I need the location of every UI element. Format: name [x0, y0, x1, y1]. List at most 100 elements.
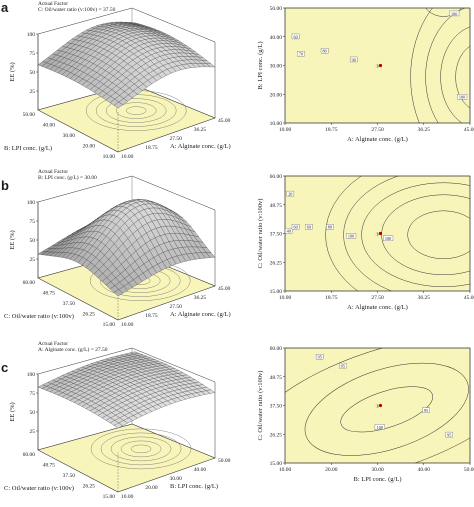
- contour-lines: [285, 348, 470, 463]
- x-tick-label: 10.00: [121, 494, 134, 500]
- surface-cell: [205, 63, 216, 68]
- contour-label: 90: [352, 57, 356, 62]
- z-axis-label: EE (%): [9, 230, 16, 249]
- z-tick-label: 50: [30, 410, 36, 416]
- x-tick-label: 45.00: [218, 118, 231, 124]
- contour-line: [440, 26, 470, 123]
- x-axis-label: A: Alginate conc. (g/L): [170, 311, 231, 318]
- y-tick-label: 60.00: [270, 174, 283, 180]
- y-tick-label: 15.00: [103, 494, 116, 500]
- y-tick-label: 48.75: [270, 203, 283, 209]
- y-tick-label: 15.00: [270, 289, 283, 295]
- x-tick-label: 36.25: [418, 127, 431, 133]
- z-tick-label: 75: [30, 51, 36, 57]
- x-axis-label: A: Alginate conc. (g/L): [347, 136, 408, 143]
- design-point-marker: [378, 231, 383, 236]
- x-tick-label: 27.50: [170, 304, 183, 310]
- x-tick-label: 45.00: [464, 295, 474, 301]
- y-tick-label: 48.75: [43, 291, 56, 297]
- z-tick-label: 100: [27, 200, 36, 206]
- y-tick-label: 60.00: [23, 280, 36, 286]
- floor-contour: [120, 440, 162, 458]
- y-axis-label: B: LPI conc. (g/L): [4, 145, 52, 152]
- z-tick-label: 100: [27, 32, 36, 38]
- contour-label: 100: [348, 234, 354, 239]
- contour-plot-area: [285, 348, 470, 463]
- contour-plot-area: [285, 8, 470, 123]
- contour-line: [425, 8, 462, 17]
- y-axis-label: C: Oil/water ratio (v:100v): [4, 485, 74, 492]
- contour-label: 20: [288, 191, 292, 196]
- z-axis-label: EE (%): [9, 62, 16, 81]
- contour-label: 100: [385, 236, 391, 241]
- x-tick-label: 40.00: [418, 467, 431, 473]
- contour-label: 70: [299, 52, 303, 57]
- x-tick-label: 10.00: [121, 154, 134, 160]
- x-tick-label: 30.00: [170, 476, 183, 482]
- y-tick-label: 48.75: [270, 375, 283, 381]
- y-tick-label: 10.00: [103, 154, 116, 160]
- design-point-label: 3: [377, 63, 379, 68]
- contour-label-box: [305, 224, 313, 230]
- contour-label-box: [457, 94, 468, 100]
- surface-title-line: Actual Factor: [38, 341, 68, 347]
- contour-line: [340, 386, 433, 433]
- y-tick-label: 26.25: [83, 484, 96, 490]
- contour-line: [325, 176, 362, 291]
- y-axis-label: C: Oil/water ratio (v:100v): [257, 371, 264, 441]
- contour-label-box: [315, 353, 324, 360]
- x-tick-label: 10.00: [279, 127, 292, 133]
- surface-title-line: Actual Factor: [38, 169, 68, 175]
- floor-contour: [115, 102, 157, 119]
- x-axis-label: A: Alginate conc. (g/L): [347, 304, 408, 311]
- contour-label: 95: [447, 432, 451, 437]
- surface-floor: [37, 423, 216, 493]
- contour-label: 60: [293, 225, 297, 230]
- y-tick-label: 60.00: [270, 346, 283, 352]
- contour-plot-0: 60 70 80 90 100 100 3 10.00 18.75 27.50 36.25 45.00…: [257, 6, 474, 143]
- contour-label-box: [339, 362, 347, 369]
- contour-line: [455, 45, 470, 109]
- y-tick-label: 26.25: [83, 312, 96, 318]
- surface-title-line: A: Alginate conc. (g/L) = 27.50: [38, 346, 108, 353]
- contour-label-box: [297, 51, 305, 57]
- y-tick-label: 20.00: [83, 144, 96, 150]
- y-tick-label: 40.00: [270, 35, 283, 41]
- y-tick-label: 15.00: [103, 322, 116, 328]
- x-tick-label: 10.00: [279, 295, 292, 301]
- x-tick-label: 27.50: [371, 295, 384, 301]
- x-tick-label: 50.00: [218, 458, 231, 464]
- contour-label-box: [291, 224, 300, 230]
- x-tick-label: 40.00: [194, 467, 207, 473]
- contour-label: 95: [341, 363, 345, 368]
- z-tick-label: 25: [30, 89, 36, 95]
- x-tick-label: 27.50: [371, 127, 384, 133]
- y-tick-label: 37.50: [270, 404, 283, 410]
- x-tick-label: 18.75: [325, 127, 338, 133]
- y-tick-label: 37.50: [270, 232, 283, 238]
- y-tick-label: 30.00: [270, 64, 283, 70]
- y-tick-label: 50.00: [23, 112, 36, 118]
- x-axis-label: A: Alginate conc. (g/L): [170, 143, 231, 150]
- contour-line: [410, 8, 433, 123]
- design-point-marker: [378, 403, 383, 408]
- y-tick-label: 37.50: [63, 473, 76, 479]
- contour-label-box: [320, 48, 329, 54]
- y-tick-label: 30.00: [63, 133, 76, 139]
- contour-line: [361, 182, 470, 288]
- contour-line: [425, 8, 466, 123]
- floor-contour: [105, 98, 167, 123]
- x-axis-label: B: LPI conc. (g/L): [170, 483, 218, 490]
- contour-label-box: [349, 56, 358, 63]
- surface-title-line: C: Oil/water ratio (v:100v) = 37.50: [38, 6, 116, 13]
- y-tick-label: 40.00: [43, 123, 56, 129]
- contour-plot-2: 95 95 95 95 100 3 10.00 20.00 30.00 40.00 50.00 B: …: [257, 346, 474, 483]
- floor-contour: [130, 444, 152, 454]
- surface-cell: [205, 252, 216, 258]
- x-tick-label: 20.00: [325, 467, 338, 473]
- contour-line: [343, 176, 399, 291]
